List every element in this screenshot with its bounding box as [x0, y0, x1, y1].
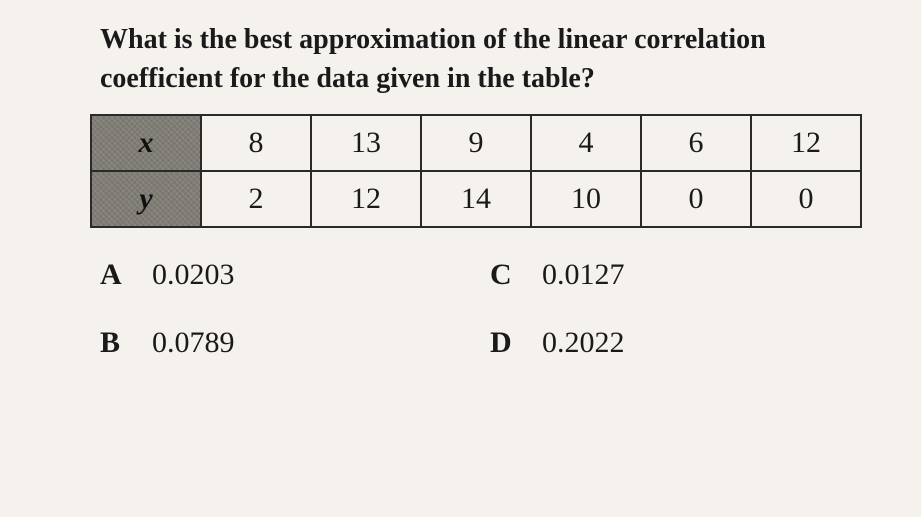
table-cell: 12 — [751, 115, 861, 171]
table-cell: 0 — [641, 171, 751, 227]
answer-value: 0.0789 — [152, 326, 235, 360]
table-cell: 8 — [201, 115, 311, 171]
answer-letter: C — [490, 258, 518, 292]
table-cell: 9 — [421, 115, 531, 171]
table-cell: 13 — [311, 115, 421, 171]
answer-option-a: A 0.0203 — [100, 258, 410, 292]
table-cell: 14 — [421, 171, 531, 227]
table-cell: 4 — [531, 115, 641, 171]
table-cell: 10 — [531, 171, 641, 227]
answer-option-c: C 0.0127 — [490, 258, 800, 292]
table-header-y: y — [91, 171, 201, 227]
answers-grid: A 0.0203 C 0.0127 B 0.0789 D 0.2022 — [40, 258, 800, 360]
answer-letter: B — [100, 326, 128, 360]
answer-value: 0.2022 — [542, 326, 625, 360]
answer-option-b: B 0.0789 — [100, 326, 410, 360]
answer-letter: D — [490, 326, 518, 360]
data-table: x 8 13 9 4 6 12 y 2 12 14 10 0 0 — [90, 114, 862, 228]
table-cell: 6 — [641, 115, 751, 171]
answer-letter: A — [100, 258, 128, 292]
table-row: y 2 12 14 10 0 0 — [91, 171, 861, 227]
table-row: x 8 13 9 4 6 12 — [91, 115, 861, 171]
answer-value: 0.0127 — [542, 258, 625, 292]
table-cell: 12 — [311, 171, 421, 227]
table-cell: 2 — [201, 171, 311, 227]
answer-option-d: D 0.2022 — [490, 326, 800, 360]
answer-value: 0.0203 — [152, 258, 235, 292]
table-cell: 0 — [751, 171, 861, 227]
table-header-x: x — [91, 115, 201, 171]
question-text: What is the best approximation of the li… — [40, 20, 881, 98]
